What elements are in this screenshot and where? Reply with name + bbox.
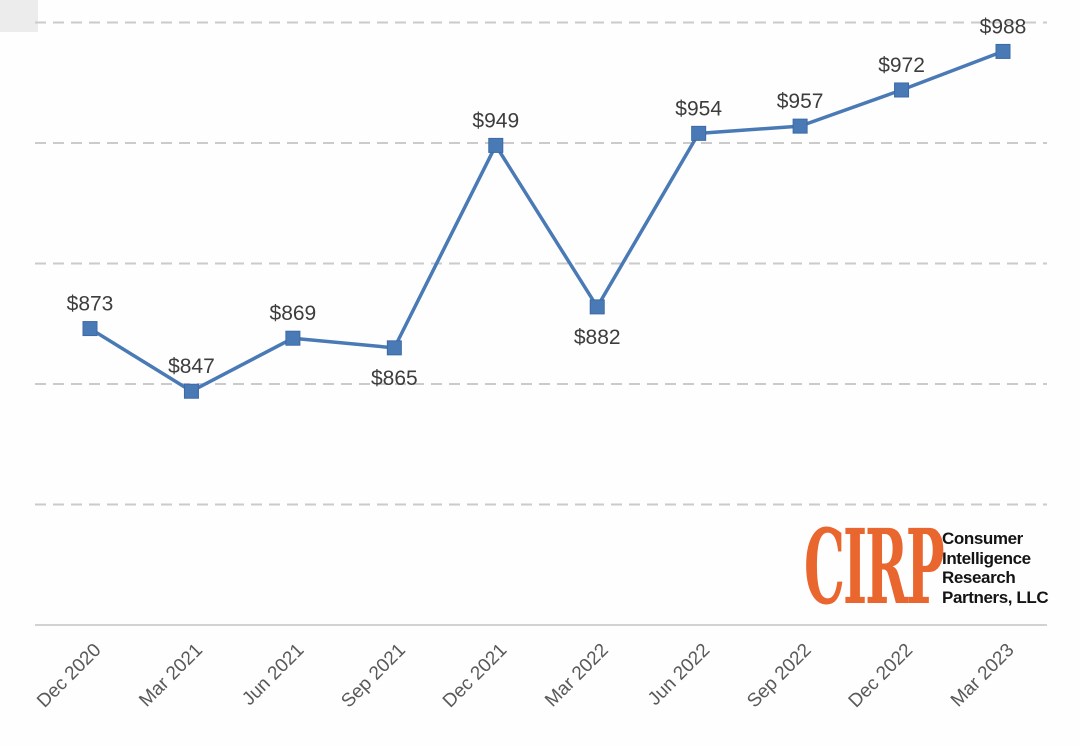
data-point-label: $988 [980, 15, 1027, 38]
data-point-marker [488, 137, 504, 153]
cirp-logo-abbr: CIRP [804, 507, 945, 628]
x-tick-label: Dec 2021 [439, 640, 511, 712]
data-point-marker [894, 82, 910, 98]
data-point-label: $869 [270, 302, 317, 325]
data-point-label: $949 [472, 109, 519, 132]
cirp-logo-line: Intelligence [942, 548, 1031, 568]
cirp-logo: CIRP Consumer Intelligence Research Part… [804, 507, 1049, 628]
data-point-label: $954 [675, 97, 722, 120]
data-point-marker [995, 43, 1011, 59]
cirp-logo-text: Consumer Intelligence Research Partners,… [942, 529, 1049, 607]
data-point-marker [589, 299, 605, 315]
data-point-label: $972 [878, 54, 925, 77]
data-point-marker [183, 383, 199, 399]
data-point-marker [285, 330, 301, 346]
data-point-marker [691, 125, 707, 141]
data-point-marker [792, 118, 808, 134]
data-point-label: $957 [777, 90, 824, 113]
x-tick-label: Jun 2022 [644, 640, 714, 710]
x-tick-label: Mar 2021 [135, 640, 207, 712]
data-point-marker [82, 321, 98, 337]
data-point-label: $873 [67, 293, 114, 316]
data-point-marker [386, 340, 402, 356]
data-point-label: $882 [574, 326, 621, 349]
x-tick-label: Mar 2023 [947, 640, 1019, 712]
corner-artifact [0, 0, 38, 32]
x-tick-label: Dec 2022 [845, 640, 917, 712]
cirp-logo-line: Research [942, 568, 1016, 587]
data-point-label: $847 [168, 355, 215, 378]
data-point-label: $865 [371, 367, 418, 390]
cirp-logo-line: Partners, LLC [942, 587, 1049, 607]
cirp-logo-line: Consumer [942, 529, 1023, 548]
x-tick-label: Dec 2020 [33, 640, 105, 712]
x-tick-label: Sep 2022 [743, 640, 815, 712]
x-tick-label: Jun 2021 [238, 640, 308, 710]
x-tick-label: Mar 2022 [541, 640, 613, 712]
series-line [88, 49, 1005, 393]
x-tick-label: Sep 2021 [337, 640, 409, 712]
